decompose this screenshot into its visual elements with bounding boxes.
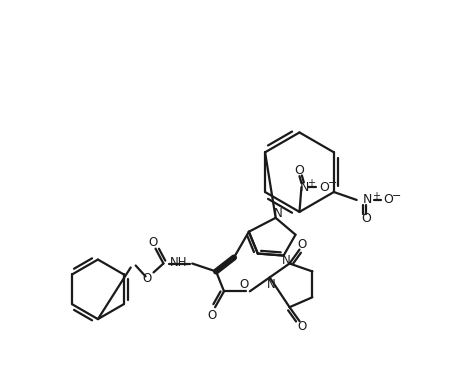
Text: N: N — [267, 278, 276, 291]
Text: O: O — [142, 272, 151, 285]
Text: −: − — [391, 191, 400, 201]
Text: N: N — [281, 254, 290, 267]
Text: O: O — [294, 164, 304, 177]
Text: O: O — [319, 181, 328, 193]
Text: N: N — [274, 207, 282, 220]
Text: N: N — [362, 193, 372, 206]
Text: O: O — [383, 193, 392, 206]
Text: O: O — [297, 238, 306, 251]
Text: O: O — [239, 278, 248, 291]
Text: O: O — [207, 308, 216, 322]
Text: O: O — [297, 319, 306, 333]
Text: +: + — [371, 191, 379, 201]
Text: +: + — [307, 178, 315, 188]
Text: N: N — [299, 181, 308, 193]
Text: −: − — [327, 178, 336, 188]
Text: O: O — [361, 212, 371, 225]
Text: O: O — [147, 236, 157, 249]
Text: NH: NH — [170, 256, 187, 269]
